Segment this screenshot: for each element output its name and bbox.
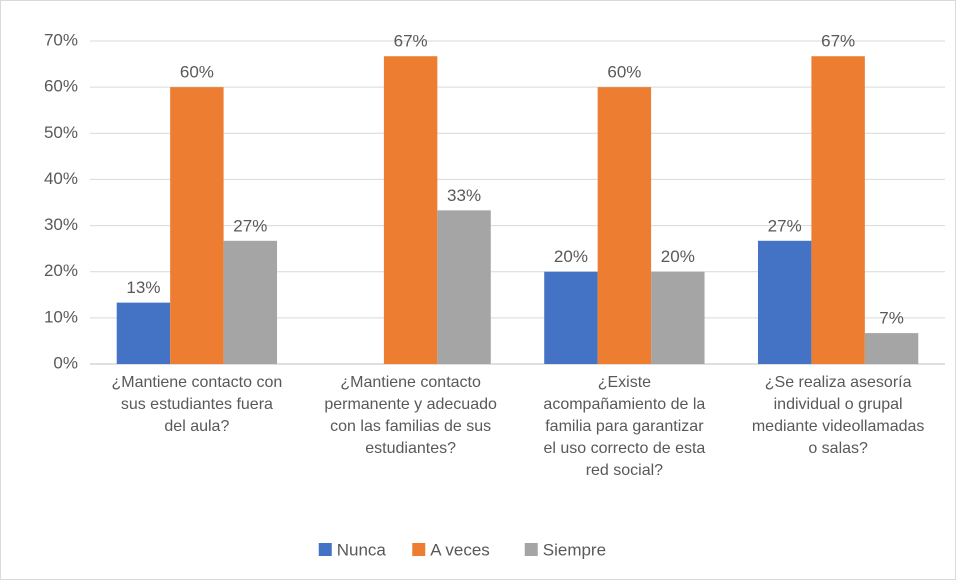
y-tick-label: 10% [44,307,78,326]
bar [651,271,705,364]
data-label: 60% [180,63,214,82]
y-tick-label: 70% [44,30,78,49]
bar [437,210,491,364]
data-label: 13% [126,278,160,297]
data-label: 67% [821,32,855,51]
bar [597,87,652,365]
bar [544,271,598,364]
bar [757,240,812,364]
data-label: 7% [879,309,904,328]
bar [864,333,919,364]
y-tick-label: 60% [44,77,78,96]
data-label: 60% [607,63,641,82]
bar [116,302,171,364]
legend-label: A veces [430,540,490,559]
legend-label: Nunca [337,540,387,559]
y-tick-label: 50% [44,123,78,142]
data-label: 27% [233,216,267,235]
legend-label: Siempre [543,540,606,559]
x-tick-label: ¿Se realiza asesoría individual o grupal… [751,374,925,457]
y-tick-label: 20% [44,261,78,280]
data-label: 27% [768,216,802,235]
bar [811,56,865,364]
y-tick-label: 0% [53,353,78,372]
legend-swatch [412,543,426,556]
y-tick-label: 30% [44,215,78,234]
data-label: 67% [394,32,428,51]
bar [383,56,438,364]
data-label: 20% [554,247,588,266]
data-label: 20% [661,247,695,266]
legend-swatch [524,543,538,556]
bar [170,87,224,365]
data-label: 33% [447,186,481,205]
bar [223,240,278,364]
y-tick-label: 40% [44,169,78,188]
x-tick-label: ¿Existe acompañamiento de la familia par… [543,374,706,479]
x-tick-label: ¿Mantiene contacto con sus estudiantes f… [111,374,283,435]
x-tick-label: ¿Mantiene contacto permanente y adecuado… [324,374,497,457]
legend-swatch [318,543,332,556]
